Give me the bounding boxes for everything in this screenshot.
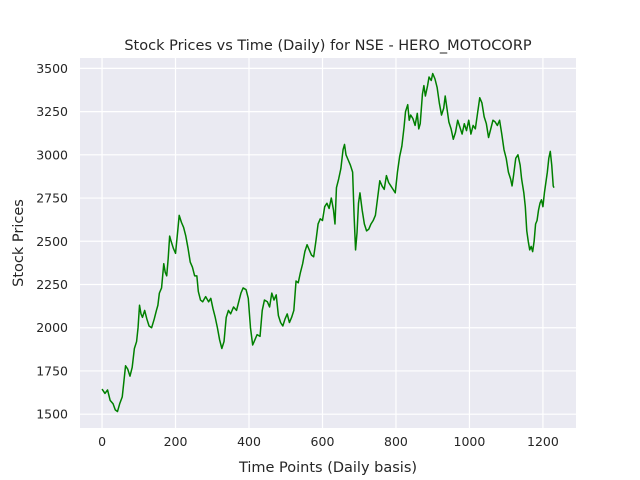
y-tick-label: 2000 xyxy=(36,320,68,335)
x-tick-label: 400 xyxy=(237,434,261,449)
y-tick-label: 1500 xyxy=(36,407,68,422)
y-tick-label: 3250 xyxy=(36,104,68,119)
y-tick-label: 3000 xyxy=(36,147,68,162)
y-tick-label: 3500 xyxy=(36,61,68,76)
x-tick-label: 1000 xyxy=(454,434,486,449)
chart-title: Stock Prices vs Time (Daily) for NSE - H… xyxy=(124,38,532,54)
x-tick-label: 0 xyxy=(98,434,106,449)
x-tick-label: 200 xyxy=(164,434,188,449)
x-tick-label: 600 xyxy=(311,434,335,449)
y-tick-label: 2500 xyxy=(36,234,68,249)
y-axis-label: Stock Prices xyxy=(11,199,27,287)
y-tick-labels: 1500 1750 2000 2250 2500 2750 3000 3250 3500 xyxy=(36,61,68,422)
plot-area xyxy=(80,58,576,428)
x-axis-label: Time Points (Daily basis) xyxy=(238,460,417,476)
x-tick-label: 800 xyxy=(384,434,408,449)
gridlines xyxy=(80,58,576,428)
x-tick-label: 1200 xyxy=(527,434,559,449)
price-series-line xyxy=(101,72,555,413)
series-group xyxy=(101,72,555,413)
x-tick-labels: 0 200 400 600 800 1000 1200 xyxy=(98,434,559,449)
y-tick-label: 2750 xyxy=(36,191,68,206)
y-tick-label: 1750 xyxy=(36,363,68,378)
y-tick-label: 2250 xyxy=(36,277,68,292)
